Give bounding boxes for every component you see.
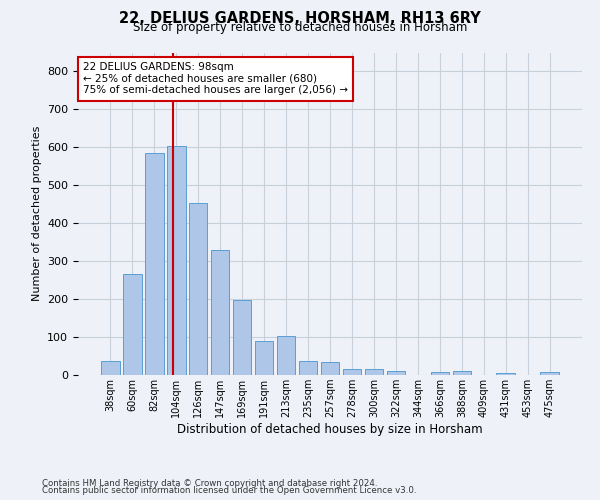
- Bar: [189, 203, 208, 375]
- Text: Contains public sector information licensed under the Open Government Licence v3: Contains public sector information licen…: [42, 486, 416, 495]
- Y-axis label: Number of detached properties: Number of detached properties: [32, 126, 41, 302]
- Bar: [452, 371, 471, 375]
- Bar: [211, 250, 229, 375]
- Bar: [431, 372, 449, 375]
- Bar: [167, 146, 185, 375]
- Text: Size of property relative to detached houses in Horsham: Size of property relative to detached ho…: [133, 22, 467, 35]
- Bar: [541, 372, 559, 375]
- Bar: [299, 360, 317, 375]
- Bar: [320, 362, 340, 375]
- Bar: [233, 300, 251, 375]
- X-axis label: Distribution of detached houses by size in Horsham: Distribution of detached houses by size …: [177, 423, 483, 436]
- Bar: [365, 370, 383, 375]
- Bar: [496, 373, 515, 375]
- Bar: [123, 274, 142, 375]
- Text: 22, DELIUS GARDENS, HORSHAM, RH13 6RY: 22, DELIUS GARDENS, HORSHAM, RH13 6RY: [119, 11, 481, 26]
- Bar: [145, 153, 164, 375]
- Text: Contains HM Land Registry data © Crown copyright and database right 2024.: Contains HM Land Registry data © Crown c…: [42, 478, 377, 488]
- Bar: [255, 341, 274, 375]
- Bar: [343, 370, 361, 375]
- Text: 22 DELIUS GARDENS: 98sqm
← 25% of detached houses are smaller (680)
75% of semi-: 22 DELIUS GARDENS: 98sqm ← 25% of detach…: [83, 62, 348, 96]
- Bar: [386, 371, 405, 375]
- Bar: [277, 336, 295, 375]
- Bar: [101, 361, 119, 375]
